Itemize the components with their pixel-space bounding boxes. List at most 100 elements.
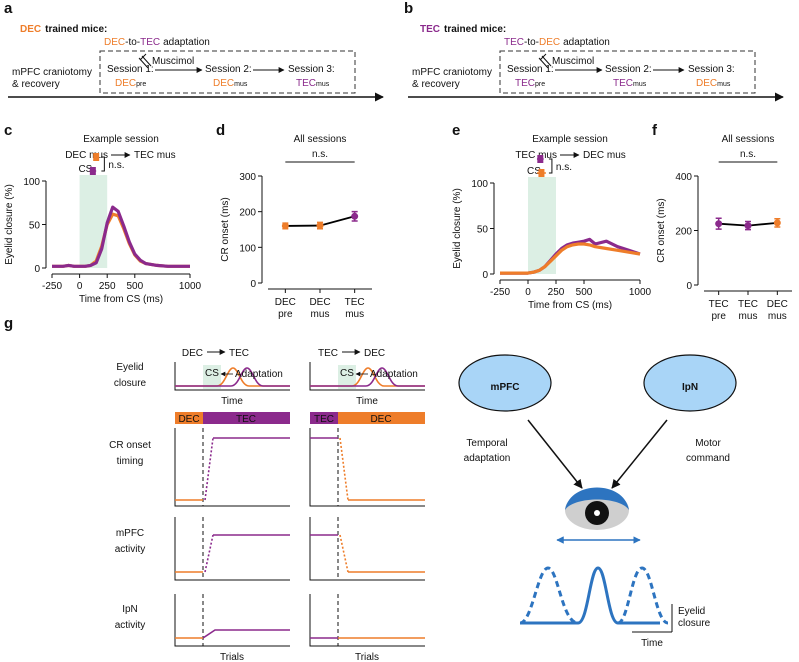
label: TEC [709,299,729,310]
mean-point [351,212,359,220]
label: 250 [99,281,116,292]
label-part: -to- [524,37,539,48]
label-group: DECmus [213,78,248,89]
label: DEC [370,414,391,425]
label: CS [527,166,541,177]
axes [309,428,425,507]
onset-marker [538,169,545,177]
cs-shade [338,365,356,389]
curve [310,367,425,387]
label: Adaptation [370,369,418,380]
label: 0 [250,279,256,290]
label-part: DEC [213,78,234,89]
ns-bracket [101,156,105,172]
label-group: DEC trained mice: [20,24,107,35]
label: TEC [345,297,365,308]
label: Trials [220,652,244,662]
cs-shade [203,365,221,389]
trace [202,629,290,639]
trace [204,437,214,501]
label-part: mus [633,81,647,88]
label: & recovery [412,79,460,90]
label: TEC [314,414,334,425]
label: mus [739,311,758,322]
label-part: mus [717,81,731,88]
label-group: TEC-to-DEC adaptation [504,37,610,48]
label: & recovery [12,79,60,90]
mean-point [744,222,752,230]
label: Eyelid [116,362,143,373]
series-line [500,242,641,275]
label: 0 [686,281,692,292]
label: 1000 [629,287,652,298]
label: 50 [29,221,41,232]
label: Trials [355,652,379,662]
label: mPFC [491,382,520,393]
label-part: TEC [420,24,440,35]
label: activity [115,544,146,555]
label: e [452,122,460,139]
label-part: TEC [504,37,524,48]
label: 250 [548,287,565,298]
label-part: TEC [296,78,316,89]
line [539,53,547,61]
curve [175,367,290,387]
mean-point [316,222,324,230]
label: n.s. [740,149,756,160]
label-part: TEC [515,78,535,89]
label-part: DEC [539,37,560,48]
label-group: TECmus [613,78,647,89]
label: Temporal [466,438,507,449]
trace [204,534,214,573]
line [611,419,668,489]
label-part: DEC [696,78,717,89]
label: -250 [490,287,510,298]
dashed-box [499,50,756,94]
label: f [652,122,658,139]
label: mus [311,309,330,320]
region [458,354,552,412]
label: Eyelid closure (%) [4,184,15,265]
label: -250 [42,281,62,292]
label: TEC [229,348,249,359]
label: DEC mus [65,150,108,161]
label: CR onset (ms) [220,197,231,261]
label: command [686,453,730,464]
line [541,55,552,67]
label: closure [678,618,711,629]
cond-bar [175,412,203,424]
label: Example session [83,134,159,145]
axes [174,362,290,391]
label: mus [345,309,364,320]
cs-window [79,175,108,268]
label: mus [768,311,787,322]
label: TEC mus [515,150,557,161]
label: 50 [477,225,489,236]
mean-point [715,220,723,228]
label-part: mus [316,81,330,88]
label: TEC [318,348,338,359]
line [141,55,152,67]
label: Example session [532,134,608,145]
label-part: DEC [20,24,41,35]
axes [309,362,425,391]
label-part: trained mice: [45,24,107,35]
label-part: trained mice: [444,24,506,35]
label: 0 [525,287,531,298]
label-part: DEC [115,78,136,89]
mean-point [281,222,289,230]
label: Session 3: [688,64,735,75]
label-part: TEC [613,78,633,89]
label: adaptation [464,453,511,464]
label: timing [117,456,144,467]
label: b [404,0,413,17]
label: 500 [126,281,143,292]
label: DEC mus [583,150,626,161]
glint [594,510,600,516]
eyelid-curve-dashed [519,566,579,625]
label: DEC [767,299,788,310]
label: activity [115,620,146,631]
axes [174,517,290,581]
label: closure [114,378,147,389]
